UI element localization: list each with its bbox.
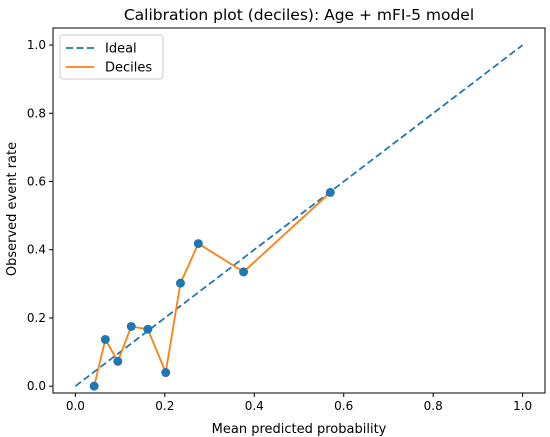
- decile-point: [100, 334, 110, 344]
- x-axis-label: Mean predicted probability: [212, 422, 387, 437]
- x-tick-label: 0.8: [424, 399, 443, 413]
- decile-point: [126, 321, 136, 331]
- legend-label-deciles: Deciles: [105, 61, 152, 76]
- y-tick-label: 0.0: [27, 379, 46, 393]
- legend-label-ideal: Ideal: [105, 42, 137, 57]
- x-tick-label: 0.0: [66, 399, 85, 413]
- decile-point: [325, 187, 335, 197]
- decile-point: [89, 381, 99, 391]
- ideal-line: [74, 44, 524, 387]
- decile-point: [239, 267, 249, 277]
- decile-point: [161, 368, 171, 378]
- x-tick-label: 0.6: [334, 399, 353, 413]
- legend: Ideal Deciles: [59, 34, 164, 80]
- x-tick-label: 1.0: [513, 399, 532, 413]
- y-tick-label: 0.2: [27, 311, 46, 325]
- axes: 0.0 0.2 0.4 0.6 0.8 1.0 0.0 0.2 0.4 0.6 0.8 1.0: [27, 27, 546, 413]
- decile-point: [175, 278, 185, 288]
- x-tick-label: 0.4: [245, 399, 264, 413]
- y-tick-label: 0.6: [27, 175, 46, 189]
- decile-point: [143, 324, 153, 334]
- y-tick-label: 0.8: [27, 106, 46, 120]
- plot-area: [74, 44, 524, 391]
- plot-frame: [52, 27, 546, 394]
- x-tick-label: 0.2: [155, 399, 174, 413]
- decile-point: [113, 356, 123, 366]
- deciles-line: [93, 191, 332, 388]
- y-tick-label: 0.4: [27, 243, 46, 257]
- legend-box: [59, 34, 164, 80]
- decile-point: [193, 239, 203, 249]
- y-tick-label: 1.0: [27, 38, 46, 52]
- y-axis-label: Observed event rate: [5, 142, 20, 276]
- chart-title: Calibration plot (deciles): Age + mFI-5 …: [124, 6, 474, 24]
